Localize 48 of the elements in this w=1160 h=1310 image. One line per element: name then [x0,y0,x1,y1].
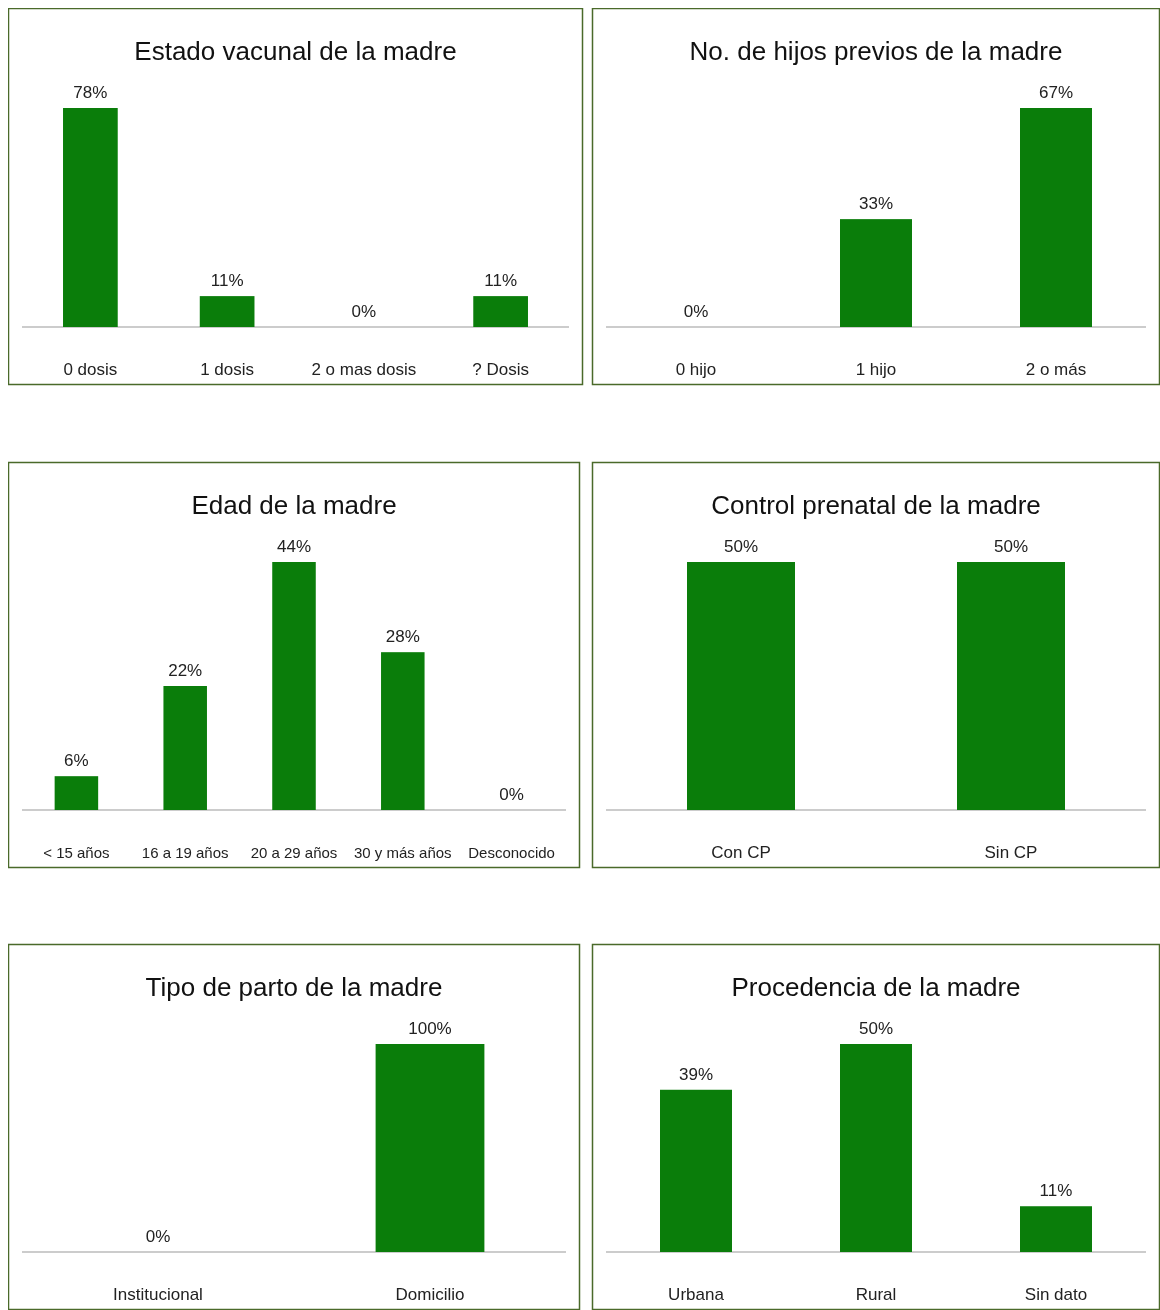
chart-title: Edad de la madre [191,490,397,520]
x-tick-label: 2 o mas dosis [311,360,417,379]
chart-title: Control prenatal de la madre [711,490,1041,520]
data-label: 0% [145,1227,171,1246]
x-tick-label: Sin CP [984,843,1038,862]
x-tick-label: 0 dosis [63,360,118,379]
x-tick-label: < 15 años [43,844,110,861]
x-tick-label: Urbana [668,1285,725,1304]
x-tick-label: Sin dato [1024,1285,1088,1304]
x-tick-label: Institucional [113,1285,203,1304]
data-label: 6% [64,751,89,771]
x-tick-label: 1 hijo [855,360,897,379]
data-label: 0% [351,302,377,321]
x-tick-label: 2 o más [1025,360,1087,379]
data-label: 0% [499,785,524,804]
x-tick-label: 20 a 29 años [250,844,338,861]
bar [381,652,425,810]
data-label: 33% [858,194,894,214]
x-tick-label: Desconocido [468,844,555,861]
data-label: 39% [678,1064,714,1084]
data-label: 50% [858,1019,894,1038]
chart-title: Estado vacunal de la madre [134,36,457,66]
data-label: 78% [73,83,108,102]
x-tick-label: 16 a 19 años [141,844,229,861]
data-label: 44% [276,537,312,556]
chart-title: No. de hijos previos de la madre [689,36,1063,66]
data-label: 50% [723,537,759,556]
x-tick-label: 1 dosis [200,360,255,379]
bar [54,776,99,810]
x-tick-label: ? Dosis [472,360,529,379]
x-tick-label: Con CP [711,843,771,862]
chart-title: Procedencia de la madre [731,972,1021,1002]
chart-title: Tipo de parto de la madre [145,972,443,1002]
bar [272,562,316,810]
data-label: 22% [168,661,203,680]
x-tick-label: Domicilio [395,1285,465,1304]
data-label: 100% [408,1019,452,1038]
data-label: 28% [385,627,420,647]
x-tick-label: 0 hijo [675,360,717,379]
x-tick-label: 30 y más años [354,844,452,861]
data-label: 0% [683,302,709,321]
data-label: 11% [210,271,244,291]
data-label: 50% [993,537,1029,556]
data-label: 67% [1038,83,1074,102]
bar [163,686,207,810]
data-label: 11% [1039,1181,1073,1201]
x-tick-label: Rural [855,1285,897,1304]
data-label: 11% [484,271,518,291]
